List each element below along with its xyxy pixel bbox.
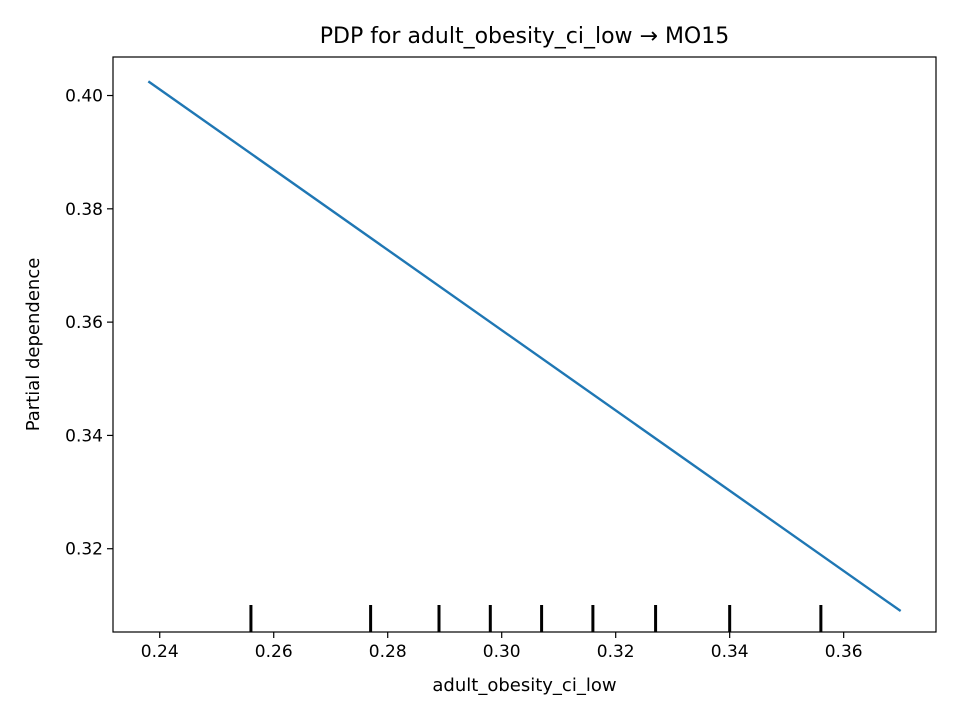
y-tick-label: 0.40 [65,87,103,107]
x-tick-label: 0.32 [597,642,635,662]
x-axis: 0.24 0.26 0.28 0.30 0.32 0.34 0.36 [141,632,863,662]
y-axis-label: Partial dependence [23,258,44,432]
y-tick-label: 0.38 [65,200,103,220]
x-tick-label: 0.26 [255,642,293,662]
pdp-line [147,80,902,613]
chart-title: PDP for adult_obesity_ci_low → MO15 [320,24,730,49]
x-tick-label: 0.30 [483,642,521,662]
x-axis-label: adult_obesity_ci_low [432,675,616,696]
x-tick-label: 0.34 [711,642,749,662]
y-axis: 0.32 0.34 0.36 0.38 0.40 [65,87,113,560]
x-tick-label: 0.36 [825,642,863,662]
y-tick-label: 0.36 [65,313,103,333]
x-tick-label: 0.24 [141,642,179,662]
y-tick-label: 0.32 [65,540,103,560]
plot-area [112,56,937,633]
rug-marks [249,605,823,632]
y-tick-label: 0.34 [65,426,103,446]
x-tick-label: 0.28 [369,642,407,662]
series-lines [147,80,902,613]
